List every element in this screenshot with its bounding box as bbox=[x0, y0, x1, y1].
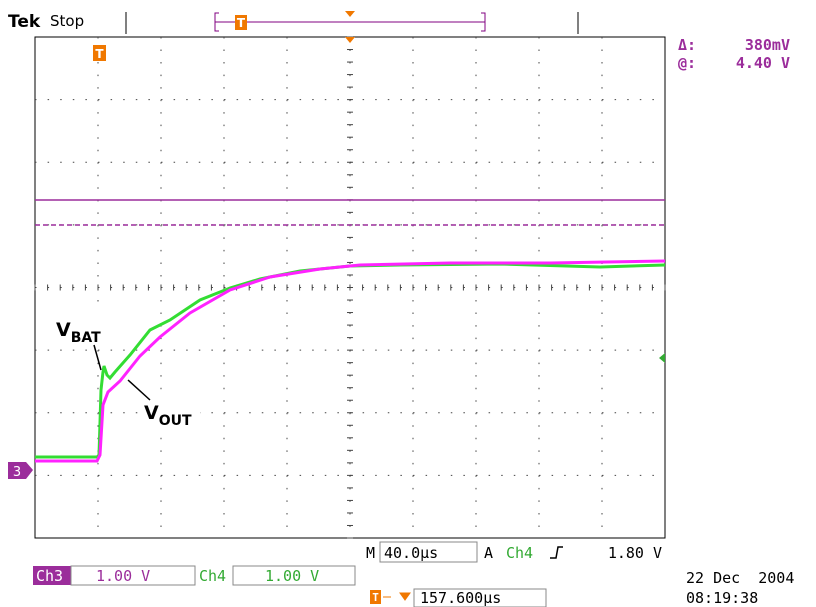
at-label: @: bbox=[678, 54, 696, 72]
delta-value: 380mV bbox=[745, 36, 790, 54]
channel-marker-text: 3 bbox=[13, 465, 21, 480]
m-label: M bbox=[366, 544, 375, 562]
trigger-icon-text: T bbox=[372, 591, 379, 604]
status: Stop bbox=[50, 12, 84, 30]
vout-sub: OUT bbox=[159, 413, 192, 429]
ch3-name: Ch3 bbox=[36, 567, 63, 585]
ch4-scale: 1.00 V bbox=[265, 567, 319, 585]
trigger-channel: Ch4 bbox=[506, 544, 533, 562]
trigger-icon-text: T bbox=[95, 47, 104, 61]
ch3-scale: 1.00 V bbox=[96, 567, 150, 585]
trigger-position: 157.600µs bbox=[420, 589, 501, 607]
background bbox=[0, 0, 816, 607]
m-value: 40.0µs bbox=[384, 544, 438, 562]
brand: Tek bbox=[8, 12, 41, 32]
vout-main: V bbox=[144, 402, 159, 424]
a-label: A bbox=[484, 544, 493, 562]
date: 22 Dec 2004 bbox=[686, 569, 794, 587]
trigger-icon-text: T bbox=[237, 16, 246, 30]
time: 08:19:38 bbox=[686, 589, 758, 607]
delta-label: Δ: bbox=[678, 36, 696, 54]
scope-screen: Tek Stop T T 3 VBAT VOUT Δ: 380mV @: 4.4… bbox=[0, 0, 816, 607]
trigger-level: 1.80 V bbox=[608, 544, 662, 562]
vbat-main: V bbox=[56, 319, 71, 341]
ch4-name: Ch4 bbox=[199, 567, 226, 585]
at-value: 4.40 V bbox=[736, 54, 790, 72]
vbat-sub: BAT bbox=[71, 330, 101, 346]
